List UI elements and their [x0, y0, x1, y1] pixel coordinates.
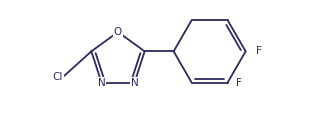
- Text: N: N: [98, 78, 105, 88]
- Text: N: N: [131, 78, 138, 88]
- Text: F: F: [236, 78, 242, 88]
- Text: Cl: Cl: [53, 72, 63, 82]
- Text: O: O: [114, 27, 122, 37]
- Text: F: F: [256, 46, 262, 56]
